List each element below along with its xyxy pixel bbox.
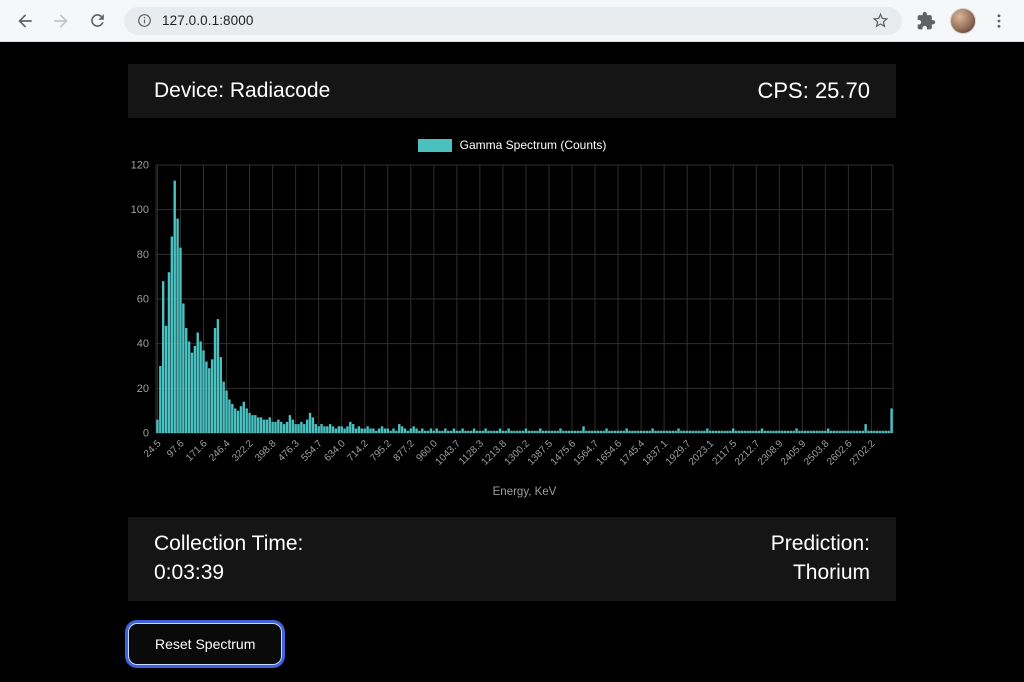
profile-avatar[interactable] (950, 7, 976, 34)
reload-icon (90, 14, 104, 27)
bookmark-star-icon[interactable] (871, 11, 890, 30)
back-arrow-icon (18, 13, 32, 28)
svg-text:398.8: 398.8 (253, 438, 279, 464)
device-label: Device: Radiacode (154, 79, 331, 102)
url-text: 127.0.0.1:8000 (162, 13, 254, 28)
svg-text:171.6: 171.6 (184, 438, 210, 464)
cps-value: CPS: 25.70 (757, 78, 870, 103)
svg-text:714.2: 714.2 (345, 438, 371, 464)
legend-color-swatch (417, 138, 452, 152)
prediction-label: Prediction: (770, 532, 870, 555)
extensions-icon[interactable] (916, 11, 936, 31)
svg-text:60: 60 (137, 294, 149, 306)
forward-arrow-icon (54, 13, 68, 28)
legend-label: Gamma Spectrum (Counts) (459, 138, 607, 152)
browser-menu-icon[interactable] (990, 12, 1008, 30)
toolbar-right-icons (912, 7, 1016, 34)
device-header-bar: Device: Radiacode CPS: 25.70 (128, 64, 896, 118)
svg-text:554.7: 554.7 (299, 438, 325, 464)
svg-text:100: 100 (131, 204, 149, 216)
svg-text:2023.1: 2023.1 (687, 438, 717, 468)
svg-text:120: 120 (131, 160, 149, 172)
svg-text:2702.2: 2702.2 (848, 438, 878, 468)
svg-text:80: 80 (137, 249, 149, 261)
prediction-value: Thorium (792, 560, 870, 584)
reset-spectrum-button[interactable]: Reset Spectrum (128, 623, 283, 665)
chart-legend: Gamma Spectrum (Counts) (128, 135, 896, 155)
svg-text:0: 0 (143, 428, 149, 440)
svg-text:20: 20 (137, 383, 149, 395)
svg-text:24.5: 24.5 (142, 438, 164, 460)
forward-button[interactable] (44, 4, 78, 38)
address-bar[interactable]: 127.0.0.1:8000 (124, 6, 902, 35)
svg-text:246.4: 246.4 (207, 438, 233, 464)
reload-button[interactable] (80, 4, 114, 38)
status-info-bar: Collection Time: 0:03:39 Prediction: Tho… (128, 517, 896, 601)
svg-text:322.2: 322.2 (230, 438, 256, 464)
svg-text:634.0: 634.0 (322, 438, 348, 464)
collection-time-block: Collection Time: 0:03:39 (154, 530, 303, 588)
collection-time-value: 0:03:39 (154, 560, 225, 584)
prediction-block: Prediction: Thorium (771, 530, 870, 588)
svg-text:1043.7: 1043.7 (434, 438, 464, 468)
svg-text:40: 40 (137, 338, 149, 350)
svg-text:877.2: 877.2 (391, 438, 417, 464)
svg-text:Energy, KeV: Energy, KeV (493, 486, 557, 498)
back-button[interactable] (8, 4, 42, 38)
svg-text:795.2: 795.2 (368, 438, 394, 464)
collection-time-label: Collection Time: (154, 532, 304, 555)
browser-toolbar: 127.0.0.1:8000 (0, 0, 1024, 42)
svg-text:476.3: 476.3 (276, 438, 302, 464)
site-info-icon[interactable] (136, 12, 153, 29)
page-body: Device: Radiacode CPS: 25.70 Gamma Spect… (0, 42, 1024, 682)
spectrum-chart-section: Gamma Spectrum (Counts) 0 20 40 60 80 100 120 2… (128, 135, 896, 501)
